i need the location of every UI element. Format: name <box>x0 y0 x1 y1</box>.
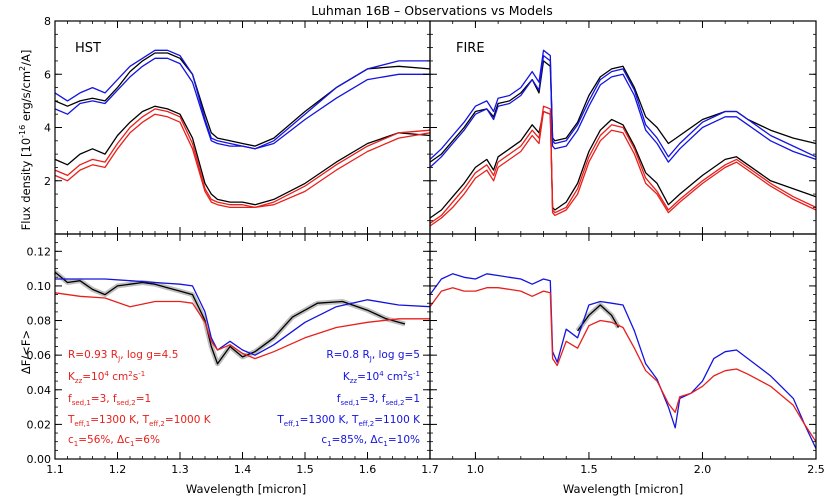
fire-panel-label: FIRE <box>456 41 485 56</box>
x-tick-label: 1.1 <box>46 463 64 476</box>
series-model-blue-line <box>429 54 817 168</box>
blue-fsed: fsed,1=3, fsed,2=1 <box>337 393 420 407</box>
series-observed-line <box>54 52 431 147</box>
blue-coverage: c1=85%, Δc1=10% <box>321 434 420 448</box>
x-tick-label: 2.0 <box>694 463 712 476</box>
chart-title: Luhman 16B – Observations vs Models <box>311 3 553 18</box>
x-tick-label: 1.3 <box>171 463 189 476</box>
y-axis-label-flux: Flux density [10-16 erg/s/cm2/A] <box>18 50 33 231</box>
panel-fire-variability: 1.0 1.5 2.0 2.5 <box>429 233 825 476</box>
blue-teff: Teff,1=1300 K, Teff,2=1100 K <box>276 414 421 428</box>
y-tick-label: 0.10 <box>27 280 52 293</box>
series-model-red-line <box>429 110 817 227</box>
panel-fire-flux <box>429 20 817 235</box>
y-tick-label: 0.06 <box>27 349 52 362</box>
series-model-red-line <box>54 113 431 209</box>
series-model-blue-line <box>429 49 817 160</box>
blue-radius-gravity: R=0.8 RJ, log g=5 <box>326 349 420 363</box>
red-radius-gravity: R=0.93 RJ, log g=4.5 <box>68 349 178 363</box>
series-model-blue-line <box>54 57 430 150</box>
hst-panel-label: HST <box>75 41 101 56</box>
panel-hst-flux: 2 4 6 8 <box>44 15 431 235</box>
y-tick-label: 8 <box>44 15 51 28</box>
x-tick-label: 1.7 <box>421 463 439 476</box>
x-tick-label: 2.5 <box>807 463 825 476</box>
x-tick-label: 1.5 <box>296 463 314 476</box>
series-model-blue-line <box>429 273 817 449</box>
y-axis-label-variability: ΔF/<F> <box>19 330 33 374</box>
x-tick-label: 1.4 <box>234 463 252 476</box>
x-tick-label: 1.0 <box>467 463 485 476</box>
series-observed-line <box>54 105 431 206</box>
panel-hst-variability: 1.1 1.2 1.3 1.4 1.5 1.6 1.7 0.00 0.02 0.04 0.06 0.0… <box>27 233 439 476</box>
y-tick-label: 2 <box>44 175 51 188</box>
y-tick-label: 6 <box>44 68 51 81</box>
y-tick-label: 0.04 <box>27 384 52 397</box>
x-tick-label: 1.2 <box>109 463 127 476</box>
series-observed-line <box>577 304 620 332</box>
red-coverage: c1=56%, Δc1=6% <box>68 434 160 448</box>
plot-frame <box>429 233 817 460</box>
annotation-red-model: R=0.93 RJ, log g=4.5 Kzz=104 cm2s-1 fsed… <box>67 349 212 448</box>
series-observed-line <box>429 60 817 163</box>
blue-kzz: Kzz=104 cm2s-1 <box>343 370 420 385</box>
x-axis-label-right: Wavelength [micron] <box>563 482 683 496</box>
y-tick-label: 4 <box>44 122 51 135</box>
annotation-blue-model: R=0.8 RJ, log g=5 Kzz=104 cm2s-1 fsed,1=… <box>276 349 421 448</box>
series-model-red-line <box>429 105 817 224</box>
series-model-red-line <box>54 292 430 360</box>
y-tick-label: 0.00 <box>27 453 52 466</box>
x-axis-label-left: Wavelength [micron] <box>186 482 306 496</box>
y-tick-label: 0.12 <box>27 245 52 258</box>
series-model-blue-line <box>54 49 430 150</box>
x-tick-label: 1.5 <box>580 463 598 476</box>
x-tick-label: 1.6 <box>359 463 377 476</box>
series-model-red-line <box>429 287 817 443</box>
series-model-red-line <box>54 108 431 209</box>
y-tick-label: 0.02 <box>27 418 52 431</box>
red-fsed: fsed,1=3, fsed,2=1 <box>68 393 151 407</box>
y-tick-label: 0.08 <box>27 315 52 328</box>
series-observed-line <box>54 271 406 365</box>
red-teff: Teff,1=1300 K, Teff,2=1000 K <box>67 414 212 428</box>
red-kzz: Kzz=104 cm2s-1 <box>68 370 145 385</box>
series-observed-line <box>429 110 817 219</box>
